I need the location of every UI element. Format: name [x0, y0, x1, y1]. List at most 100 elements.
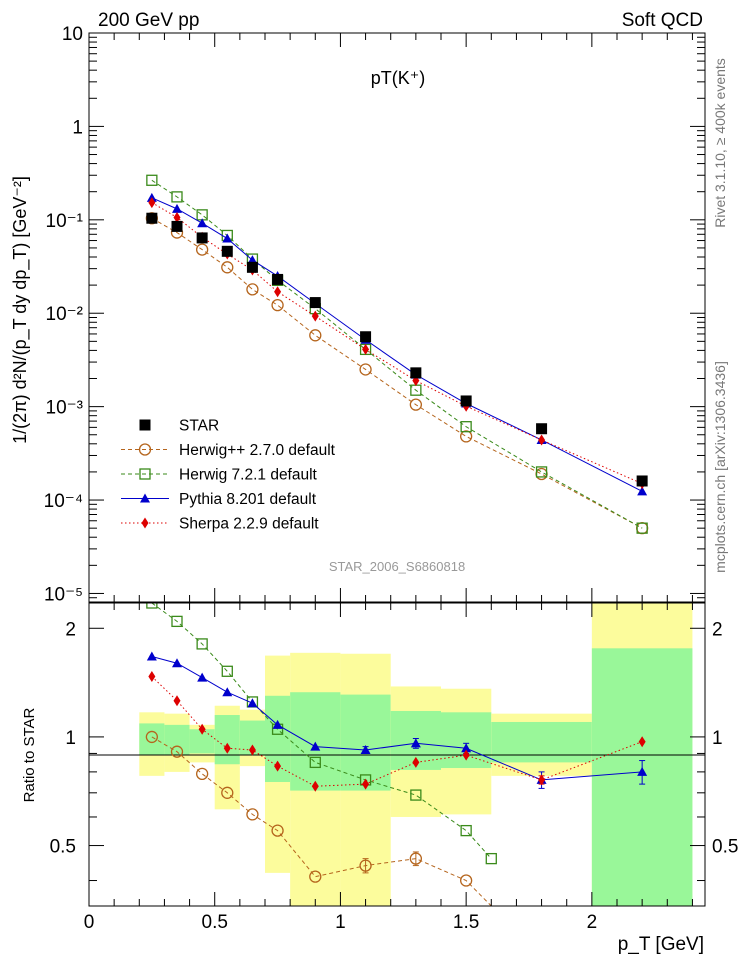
legend-marker: [138, 443, 152, 456]
ratio-point: [637, 766, 648, 776]
ratio-point: [410, 738, 421, 748]
ratio-point: [309, 756, 321, 769]
ratio-point: [170, 745, 184, 758]
y-tick-label: 10⁻¹: [46, 211, 84, 232]
uncertainty-band-inner: [139, 723, 165, 756]
data-point: [171, 220, 183, 232]
series-herwig-2-7-0-default: [145, 212, 649, 535]
ratio-point: [272, 719, 283, 729]
data-point: [460, 395, 472, 407]
data-point: [221, 245, 233, 257]
legend-marker: [139, 419, 151, 431]
ratio-point: [638, 736, 646, 748]
ratio-line: [151, 676, 643, 787]
ratio-point: [410, 789, 422, 801]
data-point: [637, 486, 648, 496]
ratio-point: [271, 824, 284, 837]
data-point: [362, 343, 370, 355]
data-point: [146, 174, 158, 186]
legend-label: Herwig++ 2.7.0 default: [179, 442, 336, 459]
plot-title: pT(K⁺): [371, 68, 426, 88]
legend-label: Sherpa 2.2.9 default: [179, 516, 319, 533]
ratio-point: [198, 723, 206, 735]
legend-entry: Sherpa 2.2.9 default: [121, 516, 319, 533]
mcplots-label: mcplots.cern.ch [arXiv:1306.3436]: [712, 361, 728, 573]
y-tick-label: 10⁻³: [46, 398, 84, 419]
series-line: [151, 179, 643, 529]
legend-entry: Herwig 7.2.1 default: [121, 467, 318, 484]
data-point: [410, 367, 422, 379]
ratio-point: [311, 780, 319, 792]
ratio-point: [461, 743, 472, 753]
ratio-point: [274, 760, 282, 772]
ratio-point: [247, 698, 258, 708]
main-plot-panel: 10 1 10⁻¹ 10⁻² 10⁻³ 10⁻⁴ 10⁻⁵ pT(K⁺) STAR_2006…: [10, 24, 706, 605]
y-tick-label: 10⁻⁵: [44, 584, 83, 605]
data-point: [538, 434, 546, 446]
data-point: [409, 398, 423, 411]
ratio-point: [197, 672, 208, 682]
data-point: [171, 191, 183, 203]
data-point: [146, 212, 158, 224]
ratio-point: [146, 651, 157, 661]
y-tick-label: 10⁻⁴: [44, 491, 83, 512]
ratio-point: [195, 767, 209, 781]
legend-marker: [140, 493, 150, 503]
ratio-point: [221, 665, 233, 677]
data-point: [148, 197, 156, 209]
legend-marker: [139, 468, 151, 480]
ratio-series-pythia-8-201-default: [146, 651, 648, 789]
ratio-y-tick-label: 1: [65, 728, 76, 749]
ratio-point: [248, 744, 256, 756]
x-axis-title: p_T [GeV]: [618, 934, 704, 955]
ratio-point: [309, 870, 322, 883]
ratio-line: [151, 656, 643, 781]
series-star: [146, 212, 648, 487]
data-point: [221, 261, 234, 274]
ratio-line: [151, 736, 492, 906]
x-tick-label: 2: [587, 912, 598, 933]
data-point: [195, 243, 209, 256]
data-point: [359, 363, 372, 376]
x-tick-label: 0: [84, 912, 95, 933]
x-tick-label: 1: [335, 912, 346, 933]
data-point: [274, 286, 282, 298]
series-line: [151, 197, 643, 492]
header-right-label: Soft QCD: [622, 10, 703, 31]
ratio-point: [173, 695, 181, 707]
ratio-point: [146, 603, 158, 609]
ratio-point: [538, 774, 546, 786]
series-line: [151, 217, 643, 529]
y-tick-label: 1: [72, 117, 83, 138]
ratio-point: [359, 859, 372, 872]
data-point: [309, 329, 322, 342]
rivet-version-label: Rivet 3.1.10, ≥ 400k events: [712, 58, 728, 228]
data-point: [459, 430, 473, 443]
ratio-point: [171, 615, 183, 628]
legend-label: Herwig 7.2.1 default: [179, 467, 318, 484]
ratio-point: [221, 786, 234, 799]
uncertainty-band-inner: [164, 724, 190, 756]
data-point: [636, 522, 648, 534]
legend-entry: Herwig++ 2.7.0 default: [121, 442, 336, 459]
data-point: [460, 421, 472, 433]
data-point: [272, 273, 284, 285]
ratio-point: [459, 874, 473, 887]
data-point: [309, 297, 321, 309]
data-point: [535, 466, 548, 478]
data-point: [196, 232, 208, 244]
ratio-point: [145, 730, 159, 744]
ratio-point: [462, 749, 470, 761]
uncertainty-band-inner: [340, 694, 391, 791]
ratio-point: [460, 824, 472, 837]
ratio-y-axis-title: Ratio to STAR: [21, 707, 38, 802]
ratio-point: [246, 808, 259, 821]
ratio-point: [362, 778, 370, 790]
data-point: [197, 218, 208, 228]
legend-label: Pythia 8.201 default: [179, 491, 317, 508]
ratio-point: [360, 744, 371, 754]
data-point: [173, 211, 181, 223]
data-point: [636, 475, 648, 487]
ratio-point: [310, 741, 321, 751]
